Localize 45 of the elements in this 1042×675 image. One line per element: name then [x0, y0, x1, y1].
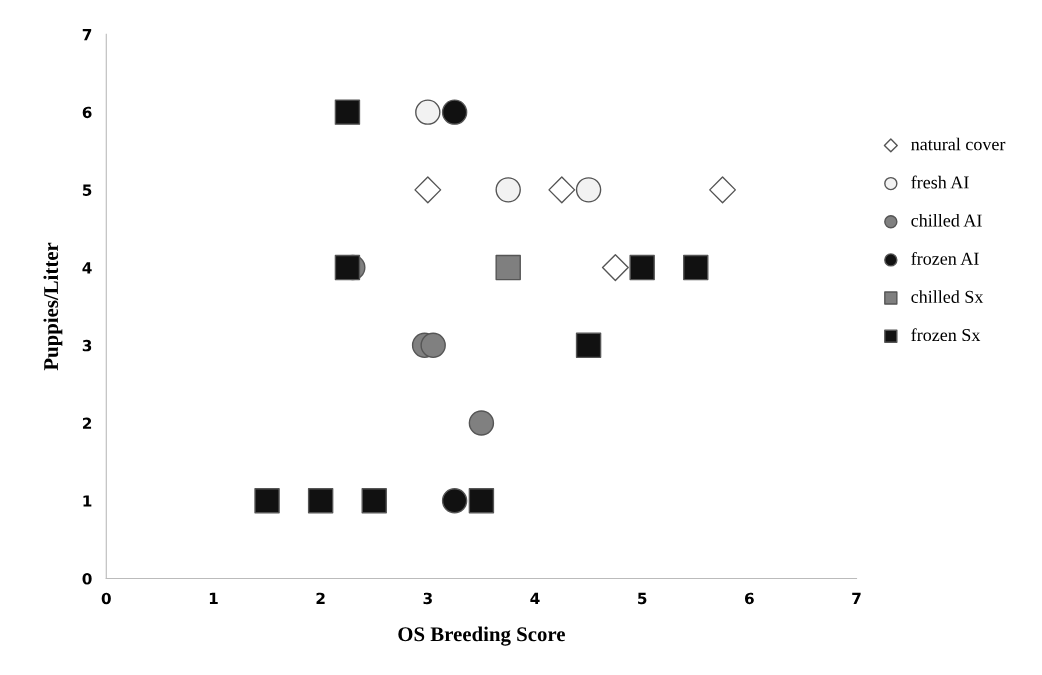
- point: [575, 177, 602, 203]
- x-tick-label: 3: [423, 592, 432, 605]
- point: [575, 332, 602, 359]
- legend-label: natural cover: [911, 137, 1006, 151]
- x-tick-label: 6: [744, 592, 754, 605]
- x-axis-title: OS Breeding Score: [398, 626, 565, 646]
- point: [601, 254, 629, 282]
- legend-label: chilled AI: [911, 213, 982, 227]
- legend-label: fresh AI: [911, 175, 969, 189]
- y-tick-label: 0: [82, 572, 92, 585]
- point: [548, 176, 576, 204]
- point: [709, 176, 737, 204]
- point: [415, 99, 441, 125]
- point: [307, 488, 334, 514]
- point: [420, 332, 446, 359]
- y-tick-label: 6: [82, 106, 92, 119]
- legend-label: frozen AI: [911, 251, 979, 265]
- y-tick-label: 2: [82, 417, 92, 429]
- point: [468, 410, 495, 436]
- y-tick-label: 7: [82, 29, 92, 41]
- x-tick-label: 1: [209, 592, 218, 604]
- point: [361, 488, 387, 514]
- legend-label: frozen Sx: [911, 328, 981, 342]
- y-tick-label: 1: [83, 495, 92, 507]
- x-tick-label: 4: [530, 592, 540, 604]
- point: [441, 488, 468, 514]
- y-tick-label: 5: [82, 184, 92, 196]
- y-tick-label: 3: [82, 339, 92, 352]
- y-axis-title: Puppies/Litter: [43, 242, 63, 371]
- x-tick-label: 5: [638, 592, 647, 605]
- point: [495, 177, 521, 203]
- point: [334, 99, 361, 125]
- point: [495, 254, 521, 281]
- x-tick-label: 2: [316, 592, 325, 604]
- legend-label: chilled Sx: [911, 290, 984, 303]
- point: [683, 254, 709, 281]
- point: [334, 254, 361, 281]
- point: [468, 488, 495, 514]
- x-tick-label: 0: [101, 592, 111, 605]
- point: [629, 254, 655, 281]
- point: [441, 99, 468, 125]
- y-tick-label: 4: [82, 262, 92, 274]
- x-tick-label: 7: [852, 592, 861, 604]
- point: [254, 488, 280, 514]
- point: [414, 176, 442, 204]
